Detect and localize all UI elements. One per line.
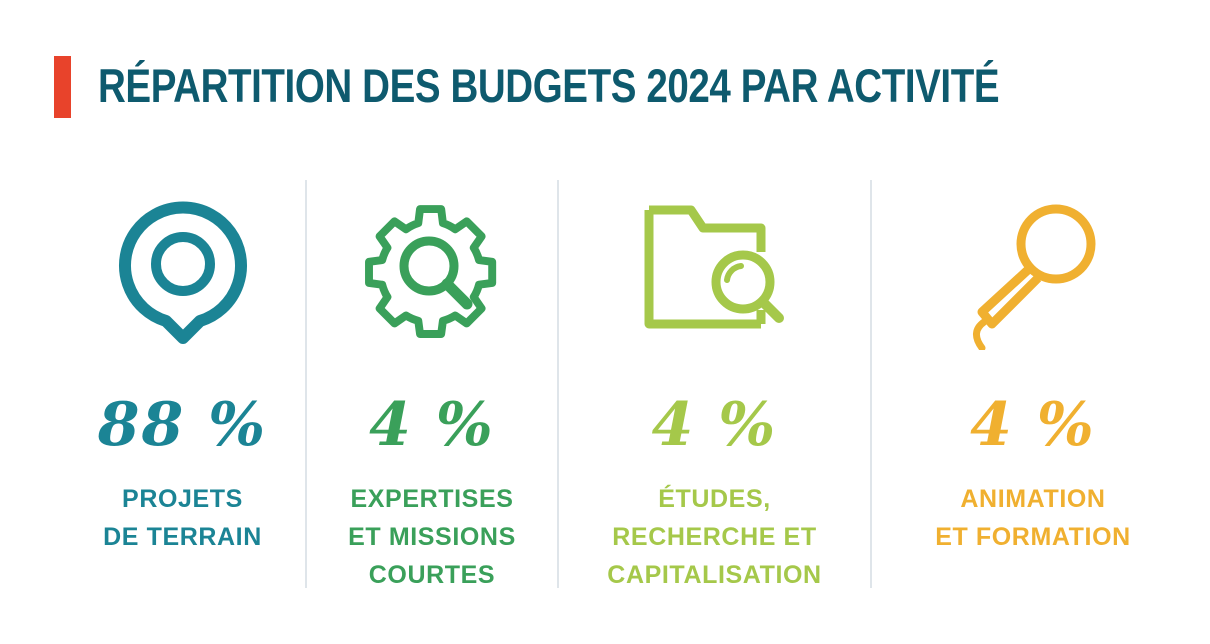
- category-label-line: ÉTUDES,: [658, 485, 771, 513]
- category-label: PROJETS DE TERRAIN: [60, 480, 305, 556]
- category-etudes: 4 % ÉTUDES, RECHERCHE ET CAPITALISATION: [559, 180, 870, 600]
- category-label-line: ET MISSIONS: [348, 523, 516, 551]
- category-label-line: COURTES: [368, 561, 496, 589]
- category-label-line: ET FORMATION: [935, 523, 1131, 551]
- category-animation: 4 % ANIMATION ET FORMATION: [872, 180, 1194, 600]
- title-accent-bar: [54, 56, 71, 118]
- percentage-value: 88 %: [97, 390, 268, 460]
- percentage-value: 4 %: [369, 390, 495, 460]
- percentage-value: 4 %: [970, 390, 1096, 460]
- percentage-value: 4 %: [651, 390, 778, 460]
- column-divider: [305, 180, 307, 588]
- category-label: EXPERTISES ET MISSIONS COURTES: [307, 480, 557, 594]
- category-label-line: RECHERCHE ET: [612, 523, 817, 551]
- column-divider: [870, 180, 872, 588]
- category-label-line: CAPITALISATION: [607, 561, 822, 589]
- location-pin-icon: [119, 201, 247, 344]
- category-label-line: PROJETS: [122, 485, 243, 513]
- category-label-line: ANIMATION: [960, 485, 1106, 513]
- microphone-icon: [973, 204, 1096, 350]
- gear-search-icon: [365, 205, 497, 338]
- category-label: ÉTUDES, RECHERCHE ET CAPITALISATION: [559, 480, 870, 594]
- category-label-line: EXPERTISES: [350, 485, 514, 513]
- category-label: ANIMATION ET FORMATION: [872, 480, 1194, 556]
- folder-search-icon: [644, 205, 784, 329]
- category-expertises: 4 % EXPERTISES ET MISSIONS COURTES: [307, 180, 557, 600]
- category-label-line: DE TERRAIN: [103, 523, 262, 551]
- column-divider: [557, 180, 559, 588]
- page-title: RÉPARTITION DES BUDGETS 2024 PAR ACTIVIT…: [98, 59, 1000, 112]
- category-projets-terrain: 88 % PROJETS DE TERRAIN: [60, 180, 305, 600]
